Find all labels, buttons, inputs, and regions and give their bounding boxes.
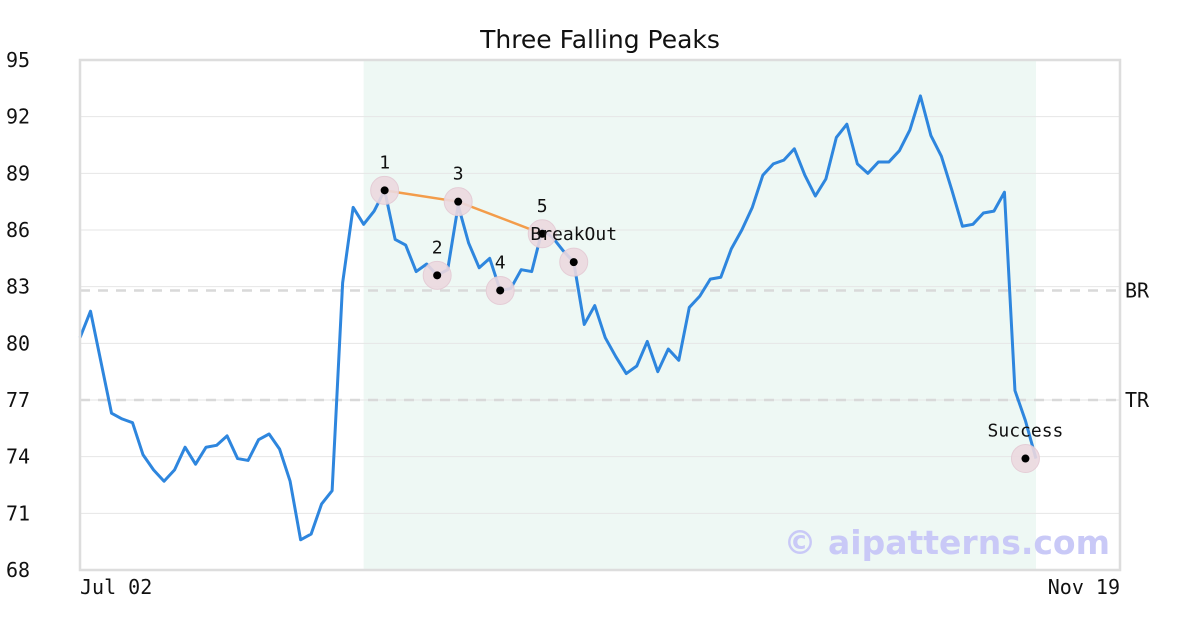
y-tick-label: 77 bbox=[6, 388, 30, 412]
marker-dot-1 bbox=[380, 186, 389, 195]
series-lines bbox=[78, 94, 1038, 542]
marker-label-breakout: BreakOut bbox=[530, 224, 617, 245]
level-lines: BR TR bbox=[80, 278, 1150, 412]
marker-label-2: 2 bbox=[432, 237, 443, 258]
plot-border bbox=[78, 58, 1122, 572]
y-tick-label: 83 bbox=[6, 275, 30, 299]
y-tick-label: 80 bbox=[6, 331, 30, 355]
grid-lines bbox=[80, 116, 1120, 514]
marker-dot-3 bbox=[454, 197, 463, 206]
y-tick-label: 74 bbox=[6, 445, 30, 469]
y-axis-ticks: 68 71 74 77 80 83 86 89 92 95 bbox=[6, 48, 30, 582]
x-axis-ticks: Jul 02 Nov 19 bbox=[80, 575, 1120, 599]
marker-dot-4 bbox=[496, 286, 505, 295]
y-tick-label: 92 bbox=[6, 105, 30, 129]
chart-title: Three Falling Peaks bbox=[479, 25, 720, 54]
plot-background bbox=[363, 60, 1036, 570]
y-tick-label: 95 bbox=[6, 48, 30, 72]
marker-label-success: Success bbox=[988, 421, 1064, 442]
level-label-tr: TR bbox=[1125, 388, 1150, 412]
marker-dot-breakout bbox=[569, 258, 578, 267]
marker-label-3: 3 bbox=[453, 164, 464, 185]
level-label-br: BR bbox=[1125, 278, 1150, 302]
price-line bbox=[78, 94, 1038, 542]
y-tick-label: 71 bbox=[6, 501, 30, 525]
marker-label-5: 5 bbox=[537, 196, 548, 217]
plot-frame bbox=[78, 58, 1122, 572]
x-tick-label: Nov 19 bbox=[1048, 575, 1120, 599]
pattern-markers: 1 2 3 4 5 BreakOut Success bbox=[370, 152, 1064, 474]
marker-label-1: 1 bbox=[379, 152, 390, 173]
marker-dot-5 bbox=[538, 229, 547, 238]
marker-dot-2 bbox=[433, 271, 442, 280]
y-tick-label: 86 bbox=[6, 218, 30, 242]
pattern-region bbox=[363, 60, 1036, 570]
y-tick-label: 68 bbox=[6, 558, 30, 582]
watermark: © aipatterns.com bbox=[784, 523, 1110, 562]
x-tick-label: Jul 02 bbox=[80, 575, 152, 599]
marker-label-4: 4 bbox=[495, 252, 506, 273]
y-tick-label: 89 bbox=[6, 161, 30, 185]
marker-dot-success bbox=[1021, 454, 1030, 463]
